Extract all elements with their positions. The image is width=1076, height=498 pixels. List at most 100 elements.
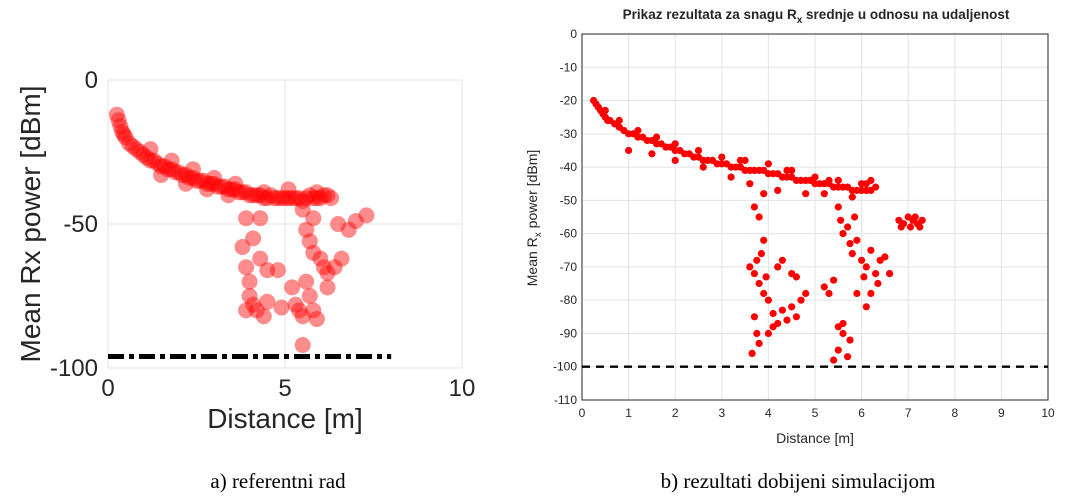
right-x-tick: 7 bbox=[905, 406, 912, 420]
left-data-point bbox=[188, 172, 205, 189]
right-data-point bbox=[834, 203, 842, 211]
left-data-point bbox=[124, 138, 141, 155]
left-data-point bbox=[238, 184, 255, 201]
left-y-tick-labels: 0 -50 -100 bbox=[50, 67, 98, 382]
right-y-tick: -10 bbox=[560, 60, 578, 74]
right-data-point bbox=[792, 313, 801, 321]
right-data-point bbox=[792, 273, 801, 281]
right-y-tick: -20 bbox=[560, 94, 578, 108]
left-data-point bbox=[319, 187, 336, 204]
left-data-point bbox=[163, 152, 180, 169]
right-x-tick: 4 bbox=[765, 406, 772, 420]
left-data-point bbox=[280, 181, 297, 198]
right-data-point bbox=[802, 190, 810, 198]
left-data-point bbox=[255, 184, 272, 201]
left-data-point bbox=[308, 190, 325, 207]
left-data-point bbox=[294, 193, 311, 209]
right-data-point bbox=[601, 106, 609, 115]
right-data-point bbox=[844, 223, 852, 231]
left-data-point bbox=[206, 169, 223, 186]
left-data-point bbox=[319, 279, 336, 296]
right-data-point bbox=[755, 213, 763, 221]
left-data-point bbox=[223, 181, 240, 198]
right-data-point bbox=[671, 140, 679, 148]
left-data-point bbox=[298, 190, 315, 207]
right-y-tick: -30 bbox=[560, 127, 578, 141]
left-data-point bbox=[199, 175, 216, 192]
left-data-point bbox=[185, 169, 201, 186]
right-data-point bbox=[881, 253, 889, 261]
right-data-point bbox=[848, 193, 856, 201]
left-data-point bbox=[252, 187, 269, 204]
right-data-point bbox=[727, 173, 735, 181]
left-data-point bbox=[262, 187, 279, 204]
right-data-point bbox=[867, 246, 875, 254]
left-data-point bbox=[177, 167, 194, 183]
right-y-tick: -50 bbox=[560, 193, 578, 207]
right-data-point bbox=[748, 349, 756, 357]
right-data-point bbox=[764, 160, 773, 168]
left-data-point bbox=[266, 190, 283, 207]
left-data-point bbox=[255, 190, 272, 207]
left-data-point bbox=[170, 164, 187, 181]
left-data-point bbox=[110, 112, 127, 129]
right-x-tick: 2 bbox=[672, 406, 679, 420]
right-data-point bbox=[769, 309, 777, 318]
right-data-point bbox=[736, 156, 745, 164]
right-data-point bbox=[846, 240, 854, 248]
left-data-point bbox=[294, 337, 311, 353]
left-data-point bbox=[206, 175, 223, 192]
right-data-point bbox=[825, 289, 833, 298]
left-data-point bbox=[121, 135, 138, 152]
left-y-tick: -50 bbox=[63, 211, 98, 238]
left-grid bbox=[108, 80, 462, 368]
right-x-tick: 6 bbox=[858, 406, 865, 420]
left-data-point bbox=[298, 221, 315, 238]
left-data-point bbox=[259, 262, 276, 279]
left-x-tick: 5 bbox=[278, 375, 291, 402]
left-data-point bbox=[259, 190, 276, 207]
right-x-tick: 0 bbox=[579, 406, 586, 420]
left-data-point bbox=[340, 221, 357, 238]
left-data-point bbox=[312, 250, 329, 267]
right-data-point bbox=[694, 146, 703, 155]
left-data-point bbox=[220, 181, 237, 198]
left-data-point bbox=[241, 288, 258, 304]
right-data-point bbox=[897, 223, 905, 231]
right-data-point bbox=[760, 236, 768, 244]
right-data-point bbox=[867, 289, 875, 298]
left-data-point bbox=[358, 207, 375, 224]
left-data-point bbox=[153, 167, 170, 183]
right-data-point bbox=[797, 296, 805, 304]
left-data-point bbox=[146, 152, 162, 169]
right-data-point bbox=[886, 270, 894, 278]
left-data-point bbox=[273, 190, 290, 207]
left-data-point bbox=[128, 141, 145, 158]
left-data-point bbox=[131, 144, 148, 160]
left-y-axis-label: Mean Rx power [dBm] bbox=[15, 86, 46, 363]
right-data-point bbox=[837, 216, 845, 224]
left-data-point bbox=[330, 216, 347, 232]
left-data-point bbox=[312, 190, 329, 207]
right-data-point bbox=[755, 339, 763, 347]
left-data-point bbox=[315, 187, 332, 204]
right-data-point bbox=[699, 163, 707, 171]
left-data-point bbox=[231, 184, 247, 201]
right-y-tick: 0 bbox=[570, 27, 577, 41]
caption-right: b) rezultati dobijeni simulacijom bbox=[661, 469, 936, 493]
left-data-point bbox=[248, 187, 265, 204]
right-data-point bbox=[820, 190, 828, 198]
left-data-point bbox=[298, 273, 315, 290]
left-data-point bbox=[301, 288, 318, 304]
left-data-point bbox=[308, 311, 325, 327]
right-data-point bbox=[788, 303, 796, 311]
left-x-axis-label: Distance [m] bbox=[207, 403, 363, 434]
right-y-tick: -80 bbox=[560, 293, 578, 307]
right-grid bbox=[581, 33, 1049, 401]
right-data-point bbox=[778, 306, 787, 314]
right-scatter bbox=[590, 96, 926, 364]
right-x-tick: 3 bbox=[718, 406, 725, 420]
left-data-point bbox=[291, 302, 308, 319]
right-data-point bbox=[774, 263, 782, 271]
